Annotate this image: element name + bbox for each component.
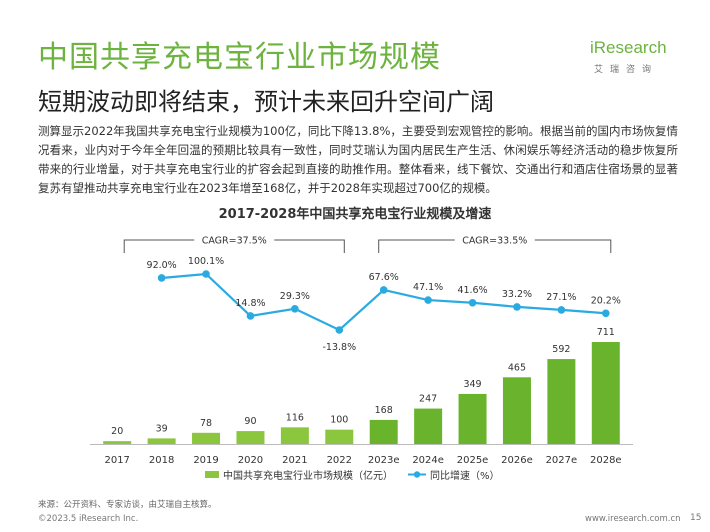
cagr-bracket-right [274, 239, 345, 253]
legend-line-label: 同比增速（%） [430, 469, 500, 482]
growth-value-label: 20.2% [591, 295, 621, 306]
bar [591, 342, 620, 444]
bar [458, 393, 487, 444]
bar-value-label: 90 [244, 416, 256, 427]
legend-bar-label: 中国共享充电宝行业市场规模（亿元） [223, 469, 393, 482]
bar-value-label: 39 [156, 423, 168, 434]
bar-value-label: 78 [200, 418, 212, 429]
legend-bar-swatch [205, 471, 219, 478]
legend-line-marker [413, 471, 421, 478]
bar [547, 359, 576, 444]
bar-value-label: 349 [463, 379, 481, 390]
page-title: 中国共享充电宝行业市场规模 [38, 40, 441, 75]
source-note: 来源：公开资料、专家访谈，由艾瑞自主核算。 [38, 500, 217, 510]
cagr-label: CAGR=33.5% [462, 236, 527, 247]
bar [192, 432, 221, 444]
website: www.iresearch.com.cn [585, 514, 681, 524]
x-tick-label: 2020 [238, 455, 263, 466]
cagr-bracket-left [123, 239, 195, 253]
growth-point [601, 309, 610, 318]
growth-point [468, 298, 477, 307]
growth-point [513, 303, 521, 311]
bar [502, 377, 531, 444]
growth-point [424, 296, 432, 304]
growth-value-label: 33.2% [502, 289, 532, 300]
growth-point [291, 305, 299, 313]
x-axis: 2017 2018 2019 2020 2021 2022 2023e 2024e 2025e 2… [90, 444, 633, 466]
bar-value-label: 100 [330, 415, 348, 426]
x-tick-label: 2024e [412, 455, 444, 466]
bar-value-label: 168 [375, 405, 393, 416]
growth-value-label: 41.6% [457, 285, 487, 296]
growth-value-label: 14.8% [235, 298, 265, 309]
growth-value-label: 100.1% [188, 256, 224, 267]
bar [325, 429, 354, 444]
copyright: ©2023.5 iResearch Inc. [38, 514, 139, 524]
growth-value-label: 27.1% [546, 292, 576, 303]
iresearch-logo: iResearch 艾瑞咨询 [582, 38, 682, 78]
page-subtitle: 短期波动即将结束，预计未来回升空间广阔 [38, 88, 494, 116]
x-tick-label: 2021 [282, 455, 307, 466]
bar [147, 438, 176, 444]
cagr-label: CAGR=37.5% [202, 236, 267, 247]
growth-point [157, 274, 166, 282]
x-tick-label: 2025e [457, 455, 489, 466]
x-tick-label: 2026e [501, 455, 533, 466]
growth-value-label: 67.6% [369, 272, 399, 283]
cagr-bracket: CAGR=37.5% [123, 236, 345, 253]
bar [103, 441, 132, 444]
bar-value-label: 592 [552, 344, 570, 355]
cagr-annotations: CAGR=37.5% CAGR=33.5% [123, 236, 612, 253]
x-tick-label: 2027e [546, 455, 578, 466]
growth-point [557, 306, 566, 314]
chart-title: 2017-2028年中国共享充电宝行业规模及增速 [219, 206, 492, 222]
x-tick-label: 2028e [590, 455, 622, 466]
bar-value-label: 116 [286, 412, 304, 423]
growth-value-label: 29.3% [280, 291, 310, 302]
growth-point [379, 286, 388, 294]
x-tick-label: 2023e [368, 455, 400, 466]
page-number: 15 [690, 513, 702, 523]
bar-value-label: 465 [508, 362, 526, 373]
x-tick-label: 2018 [149, 455, 174, 466]
cagr-bracket-right [534, 239, 612, 253]
body-paragraph: 测算显示2022年我国共享充电宝行业规模为100亿，同比下降13.8%，主要受到… [38, 124, 678, 195]
bar-value-label: 247 [419, 394, 437, 405]
growth-point [202, 270, 210, 278]
bar [280, 427, 309, 444]
growth-point [335, 326, 344, 334]
bar-value-label: 711 [597, 327, 615, 338]
growth-value-label: 47.1% [413, 282, 443, 293]
growth-value-label: -13.8% [322, 342, 356, 353]
bar-value-label: 20 [111, 426, 123, 437]
x-tick-label: 2019 [193, 455, 218, 466]
cagr-bracket-left [378, 239, 455, 253]
growth-point [246, 312, 255, 320]
bars: 20 39 78 90 116 100 168 247 349 465 592 711 [103, 327, 620, 444]
cagr-bracket: CAGR=33.5% [378, 236, 612, 253]
logo-cn: 艾瑞咨询 [594, 65, 659, 75]
x-tick-label: 2022 [327, 455, 352, 466]
growth-value-label: 92.0% [147, 260, 177, 271]
bar [414, 408, 443, 444]
bar [236, 431, 265, 444]
x-tick-label: 2017 [104, 455, 129, 466]
growth-line: 92.0% 100.1% 14.8% 29.3% -13.8% 67.6% 47.1% 41.… [147, 256, 621, 353]
legend: 中国共享充电宝行业市场规模（亿元） 同比增速（%） [205, 469, 500, 482]
logo-brand: iResearch [590, 38, 667, 57]
bar [369, 419, 398, 444]
